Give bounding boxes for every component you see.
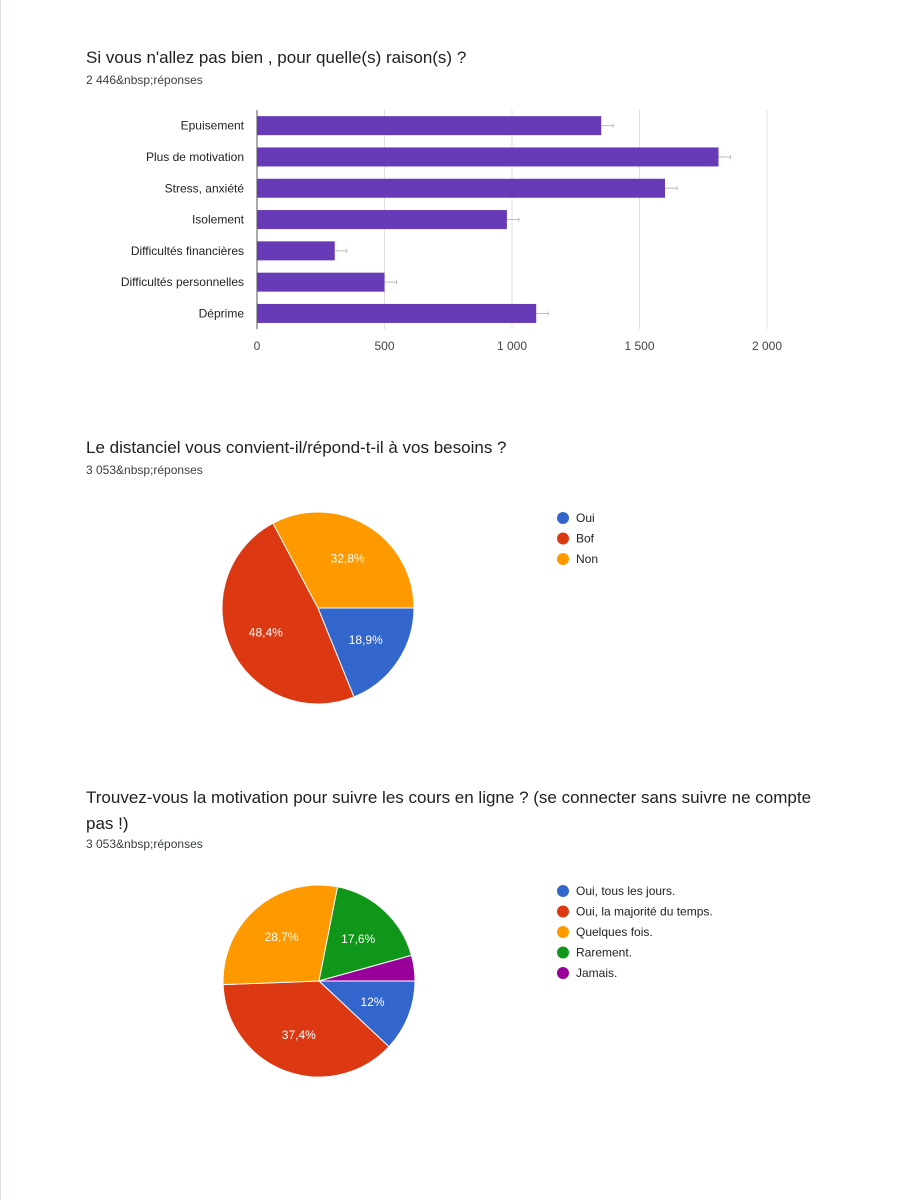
x-tick-label: 0	[254, 339, 261, 353]
x-tick-label: 2 000	[752, 339, 782, 353]
category-label: Difficultés financières	[131, 244, 244, 258]
legend-marker	[557, 946, 569, 959]
bar-stress-anxiete	[257, 178, 665, 198]
pie-chart-motivation: 12% 37,4% 28,7% 17,6% Oui, tous les jours. Ou…	[222, 884, 713, 1078]
category-label: Stress, anxiété	[165, 181, 245, 195]
pie-slice-label: 12%	[361, 995, 385, 1009]
category-label: Isolement	[192, 213, 245, 227]
legend-marker	[557, 532, 569, 545]
legend-marker	[557, 926, 569, 938]
pie-slice-oui-tous-les-jours	[317, 980, 416, 1048]
legend-marker	[557, 967, 569, 979]
category-label: Difficultés personnelles	[121, 275, 244, 289]
question-3-title-line-2: pas !)	[86, 814, 129, 833]
x-tick-label: 1 000	[497, 339, 527, 353]
pie-chart-distanciel: 18,9% 48,4% 32,8% Oui Bof Non	[221, 511, 598, 705]
legend-label: Non	[576, 552, 598, 566]
question-1-response-count: 2 446&nbsp;réponses	[86, 73, 203, 87]
legend-label: Oui	[576, 511, 595, 525]
bar-isolement	[257, 210, 507, 230]
pie-slice-jamais	[318, 954, 416, 982]
bar-plus-de-motivation	[257, 147, 719, 167]
pie-slice-quelques-fois	[222, 884, 339, 986]
question-card-3: Trouvez-vous la motivation pour suivre l…	[68, 770, 858, 1120]
question-2-title: Le distanciel vous convient-il/répond-t-…	[86, 438, 507, 457]
question-card-2: Le distanciel vous convient-il/répond-t-…	[68, 420, 858, 740]
pie-slice-bof	[221, 522, 355, 705]
bar-epuisement	[257, 116, 602, 136]
legend-label: Quelques fois.	[576, 925, 653, 939]
legend-marker	[557, 553, 569, 565]
category-label: Plus de motivation	[146, 150, 244, 164]
pie-slice-label: 48,4%	[249, 625, 283, 639]
category-label: Epuisement	[181, 119, 245, 133]
question-1-title: Si vous n'allez pas bien , pour quelle(s…	[86, 48, 467, 67]
bar-deprime	[257, 303, 537, 323]
legend-label: Jamais.	[576, 966, 617, 980]
legend-marker	[557, 885, 569, 897]
pie-slice-non	[272, 511, 415, 609]
pie-slice-oui-la-majorite-du-temps	[222, 980, 390, 1078]
legend-label: Oui, la majorité du temps.	[576, 905, 713, 919]
pie-slice-label: 32,8%	[331, 552, 365, 566]
legend-marker	[557, 512, 569, 524]
pie-slice-oui	[317, 607, 415, 698]
pie-slice-label: 28,7%	[265, 930, 299, 944]
pie-slice-rarement	[318, 886, 413, 982]
bar-chart-reasons: 0 500 1 000 1 500 2 000 Epuisement Plus de mot…	[121, 110, 782, 353]
bar-difficultes-financieres	[257, 241, 335, 261]
bar-difficultes-personnelles	[257, 272, 385, 292]
legend-label: Oui, tous les jours.	[576, 884, 675, 898]
pie-slice-label: 17,6%	[341, 932, 375, 946]
pie-slice-label: 37,4%	[282, 1028, 316, 1042]
category-label: Déprime	[199, 306, 245, 320]
legend-label: Bof	[576, 532, 595, 546]
legend-marker	[557, 905, 569, 918]
question-3-response-count: 3 053&nbsp;réponses	[86, 837, 203, 851]
x-tick-label: 500	[374, 339, 394, 353]
pie-slice-label: 18,9%	[349, 633, 383, 647]
page-left-border	[0, 0, 1, 1200]
question-3-title-line-1: Trouvez-vous la motivation pour suivre l…	[86, 788, 812, 807]
question-card-1: Si vous n'allez pas bien , pour quelle(s…	[68, 30, 858, 390]
question-2-response-count: 3 053&nbsp;réponses	[86, 463, 203, 477]
x-tick-label: 1 500	[624, 339, 654, 353]
legend-label: Rarement.	[576, 946, 632, 960]
